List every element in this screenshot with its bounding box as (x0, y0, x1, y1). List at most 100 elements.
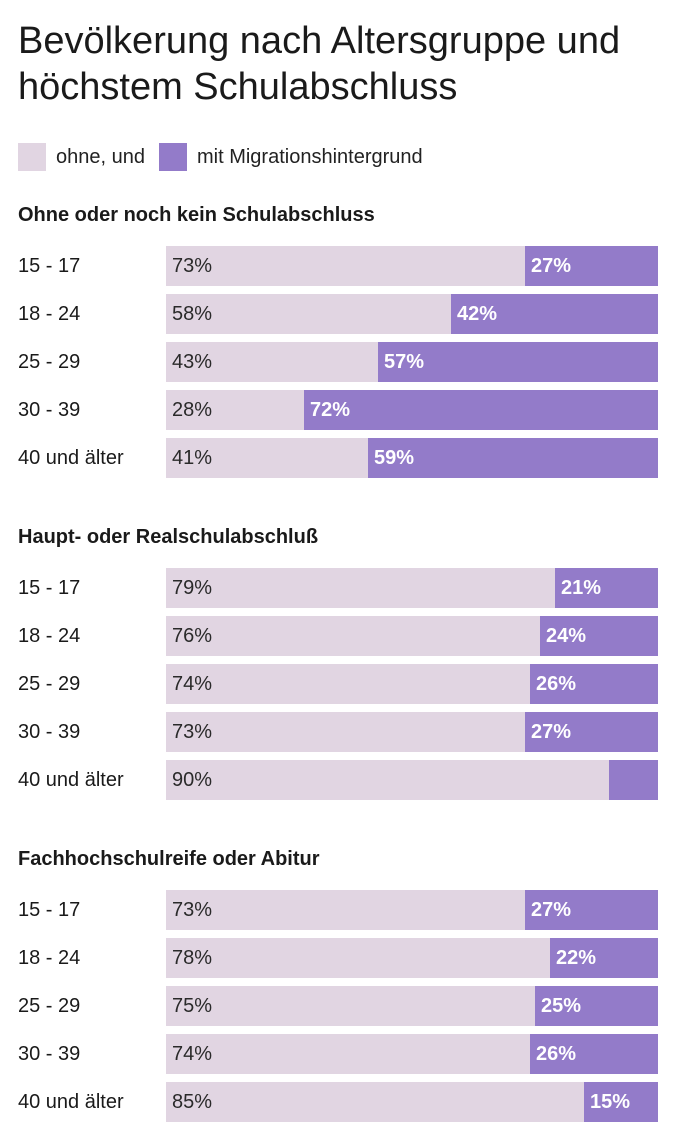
value-label-mit: 27% (531, 255, 572, 277)
bar-segment-ohne (166, 664, 530, 704)
bar-row: 25 - 29 43% 57% (18, 342, 658, 382)
value-label-mit: 42% (457, 303, 498, 325)
value-label-mit: 22% (556, 947, 597, 969)
bar-segment-ohne (166, 568, 555, 608)
stacked-bar: 90% (166, 760, 658, 800)
category-label: 25 - 29 (18, 995, 81, 1017)
value-label-ohne: 73% (172, 899, 213, 921)
value-label-mit: 27% (531, 899, 572, 921)
value-label-mit: 26% (536, 1043, 577, 1065)
value-label-ohne: 58% (172, 303, 213, 325)
bar-segment-mit (525, 246, 658, 286)
category-label: 40 und älter (18, 769, 124, 791)
section-title: Fachhochschulreife oder Abitur (18, 848, 320, 870)
bar-segment-ohne (166, 246, 525, 286)
category-label: 18 - 24 (18, 625, 81, 647)
bar-segment-mit (530, 1034, 658, 1074)
bar-row: 18 - 24 76% 24% (18, 616, 658, 656)
bar-segment-mit (451, 294, 658, 334)
bar-row: 15 - 17 73% 27% (18, 890, 658, 930)
category-label: 25 - 29 (18, 351, 81, 373)
chart-title: Bevölkerung nach Altersgruppe und höchst… (18, 20, 621, 108)
value-label-ohne: 90% (172, 769, 213, 791)
bar-row: 18 - 24 58% 42% (18, 294, 658, 334)
legend-swatch-mit (158, 143, 187, 171)
bar-row: 30 - 39 73% 27% (18, 712, 658, 752)
bar-segment-mit (555, 568, 658, 608)
bar-segment-ohne (166, 294, 451, 334)
stacked-bar: 73% 27% (166, 712, 658, 752)
value-label-ohne: 73% (172, 721, 213, 743)
value-label-mit: 26% (536, 673, 577, 695)
value-label-mit: 24% (546, 625, 587, 647)
stacked-bar: 85% 15% (166, 1082, 658, 1122)
value-label-mit: 25% (541, 995, 582, 1017)
legend-item-ohne: ohne, und (18, 143, 145, 171)
legend-item-mit: mit Migrationshintergrund (158, 143, 423, 171)
bar-segment-ohne (166, 760, 609, 800)
bar-segment-mit (304, 390, 658, 430)
bar-row: 40 und älter 85% 15% (18, 1082, 658, 1122)
stacked-bar: 41% 59% (166, 438, 658, 478)
value-label-mit: 21% (561, 577, 602, 599)
category-label: 30 - 39 (18, 399, 81, 421)
bar-row: 25 - 29 74% 26% (18, 664, 658, 704)
category-label: 15 - 17 (18, 577, 81, 599)
bar-segment-ohne (166, 712, 525, 752)
stacked-bar: 73% 27% (166, 890, 658, 930)
bar-segment-ohne (166, 1034, 530, 1074)
value-label-ohne: 78% (172, 947, 213, 969)
bar-segment-ohne (166, 390, 304, 430)
legend-label-mit: mit Migrationshintergrund (196, 145, 423, 168)
value-label-ohne: 85% (172, 1091, 213, 1113)
bar-segment-mit (525, 712, 658, 752)
value-label-mit: 27% (531, 721, 572, 743)
stacked-bar: 76% 24% (166, 616, 658, 656)
bar-row: 15 - 17 79% 21% (18, 568, 658, 608)
category-label: 40 und älter (18, 1091, 124, 1113)
value-label-mit: 59% (374, 447, 415, 469)
bar-row: 25 - 29 75% 25% (18, 986, 658, 1026)
bar-segment-mit (530, 664, 658, 704)
bar-row: 15 - 17 73% 27% (18, 246, 658, 286)
category-label: 15 - 17 (18, 899, 81, 921)
value-label-mit: 57% (384, 351, 425, 373)
bar-segment-mit (368, 438, 658, 478)
bar-row: 30 - 39 74% 26% (18, 1034, 658, 1074)
value-label-ohne: 73% (172, 255, 213, 277)
stacked-bar: 75% 25% (166, 986, 658, 1026)
bar-segment-ohne (166, 890, 525, 930)
legend-label-ohne: ohne, und (56, 145, 145, 168)
bar-segment-mit (609, 760, 658, 800)
bar-row: 18 - 24 78% 22% (18, 938, 658, 978)
stacked-bar: 58% 42% (166, 294, 658, 334)
value-label-mit: 15% (590, 1091, 631, 1113)
bar-row: 30 - 39 28% 72% (18, 390, 658, 430)
stacked-bar: 79% 21% (166, 568, 658, 608)
bar-segment-ohne (166, 938, 550, 978)
section-title: Haupt- oder Realschulabschluß (18, 526, 319, 548)
bar-row: 40 und älter 41% 59% (18, 438, 658, 478)
category-label: 40 und älter (18, 447, 124, 469)
stacked-bar: 43% 57% (166, 342, 658, 382)
bar-segment-ohne (166, 342, 378, 382)
value-label-ohne: 74% (172, 1043, 213, 1065)
value-label-ohne: 79% (172, 577, 213, 599)
bar-row: 40 und älter 90% (18, 760, 658, 800)
value-label-ohne: 76% (172, 625, 213, 647)
bar-segment-ohne (166, 1082, 584, 1122)
bar-segment-mit (540, 616, 658, 656)
stacked-bar: 73% 27% (166, 246, 658, 286)
value-label-ohne: 75% (172, 995, 213, 1017)
bar-segment-ohne (166, 616, 540, 656)
bar-segment-mit (535, 986, 658, 1026)
section-title: Ohne oder noch kein Schulabschluss (18, 204, 375, 226)
category-label: 30 - 39 (18, 721, 81, 743)
stacked-bar: 78% 22% (166, 938, 658, 978)
value-label-ohne: 43% (172, 351, 213, 373)
category-label: 30 - 39 (18, 1043, 81, 1065)
value-label-mit: 72% (310, 399, 351, 421)
bar-segment-mit (584, 1082, 658, 1122)
bar-segment-ohne (166, 986, 535, 1026)
section-ohne-schulabschluss: Ohne oder noch kein Schulabschluss 15 - … (18, 202, 658, 478)
